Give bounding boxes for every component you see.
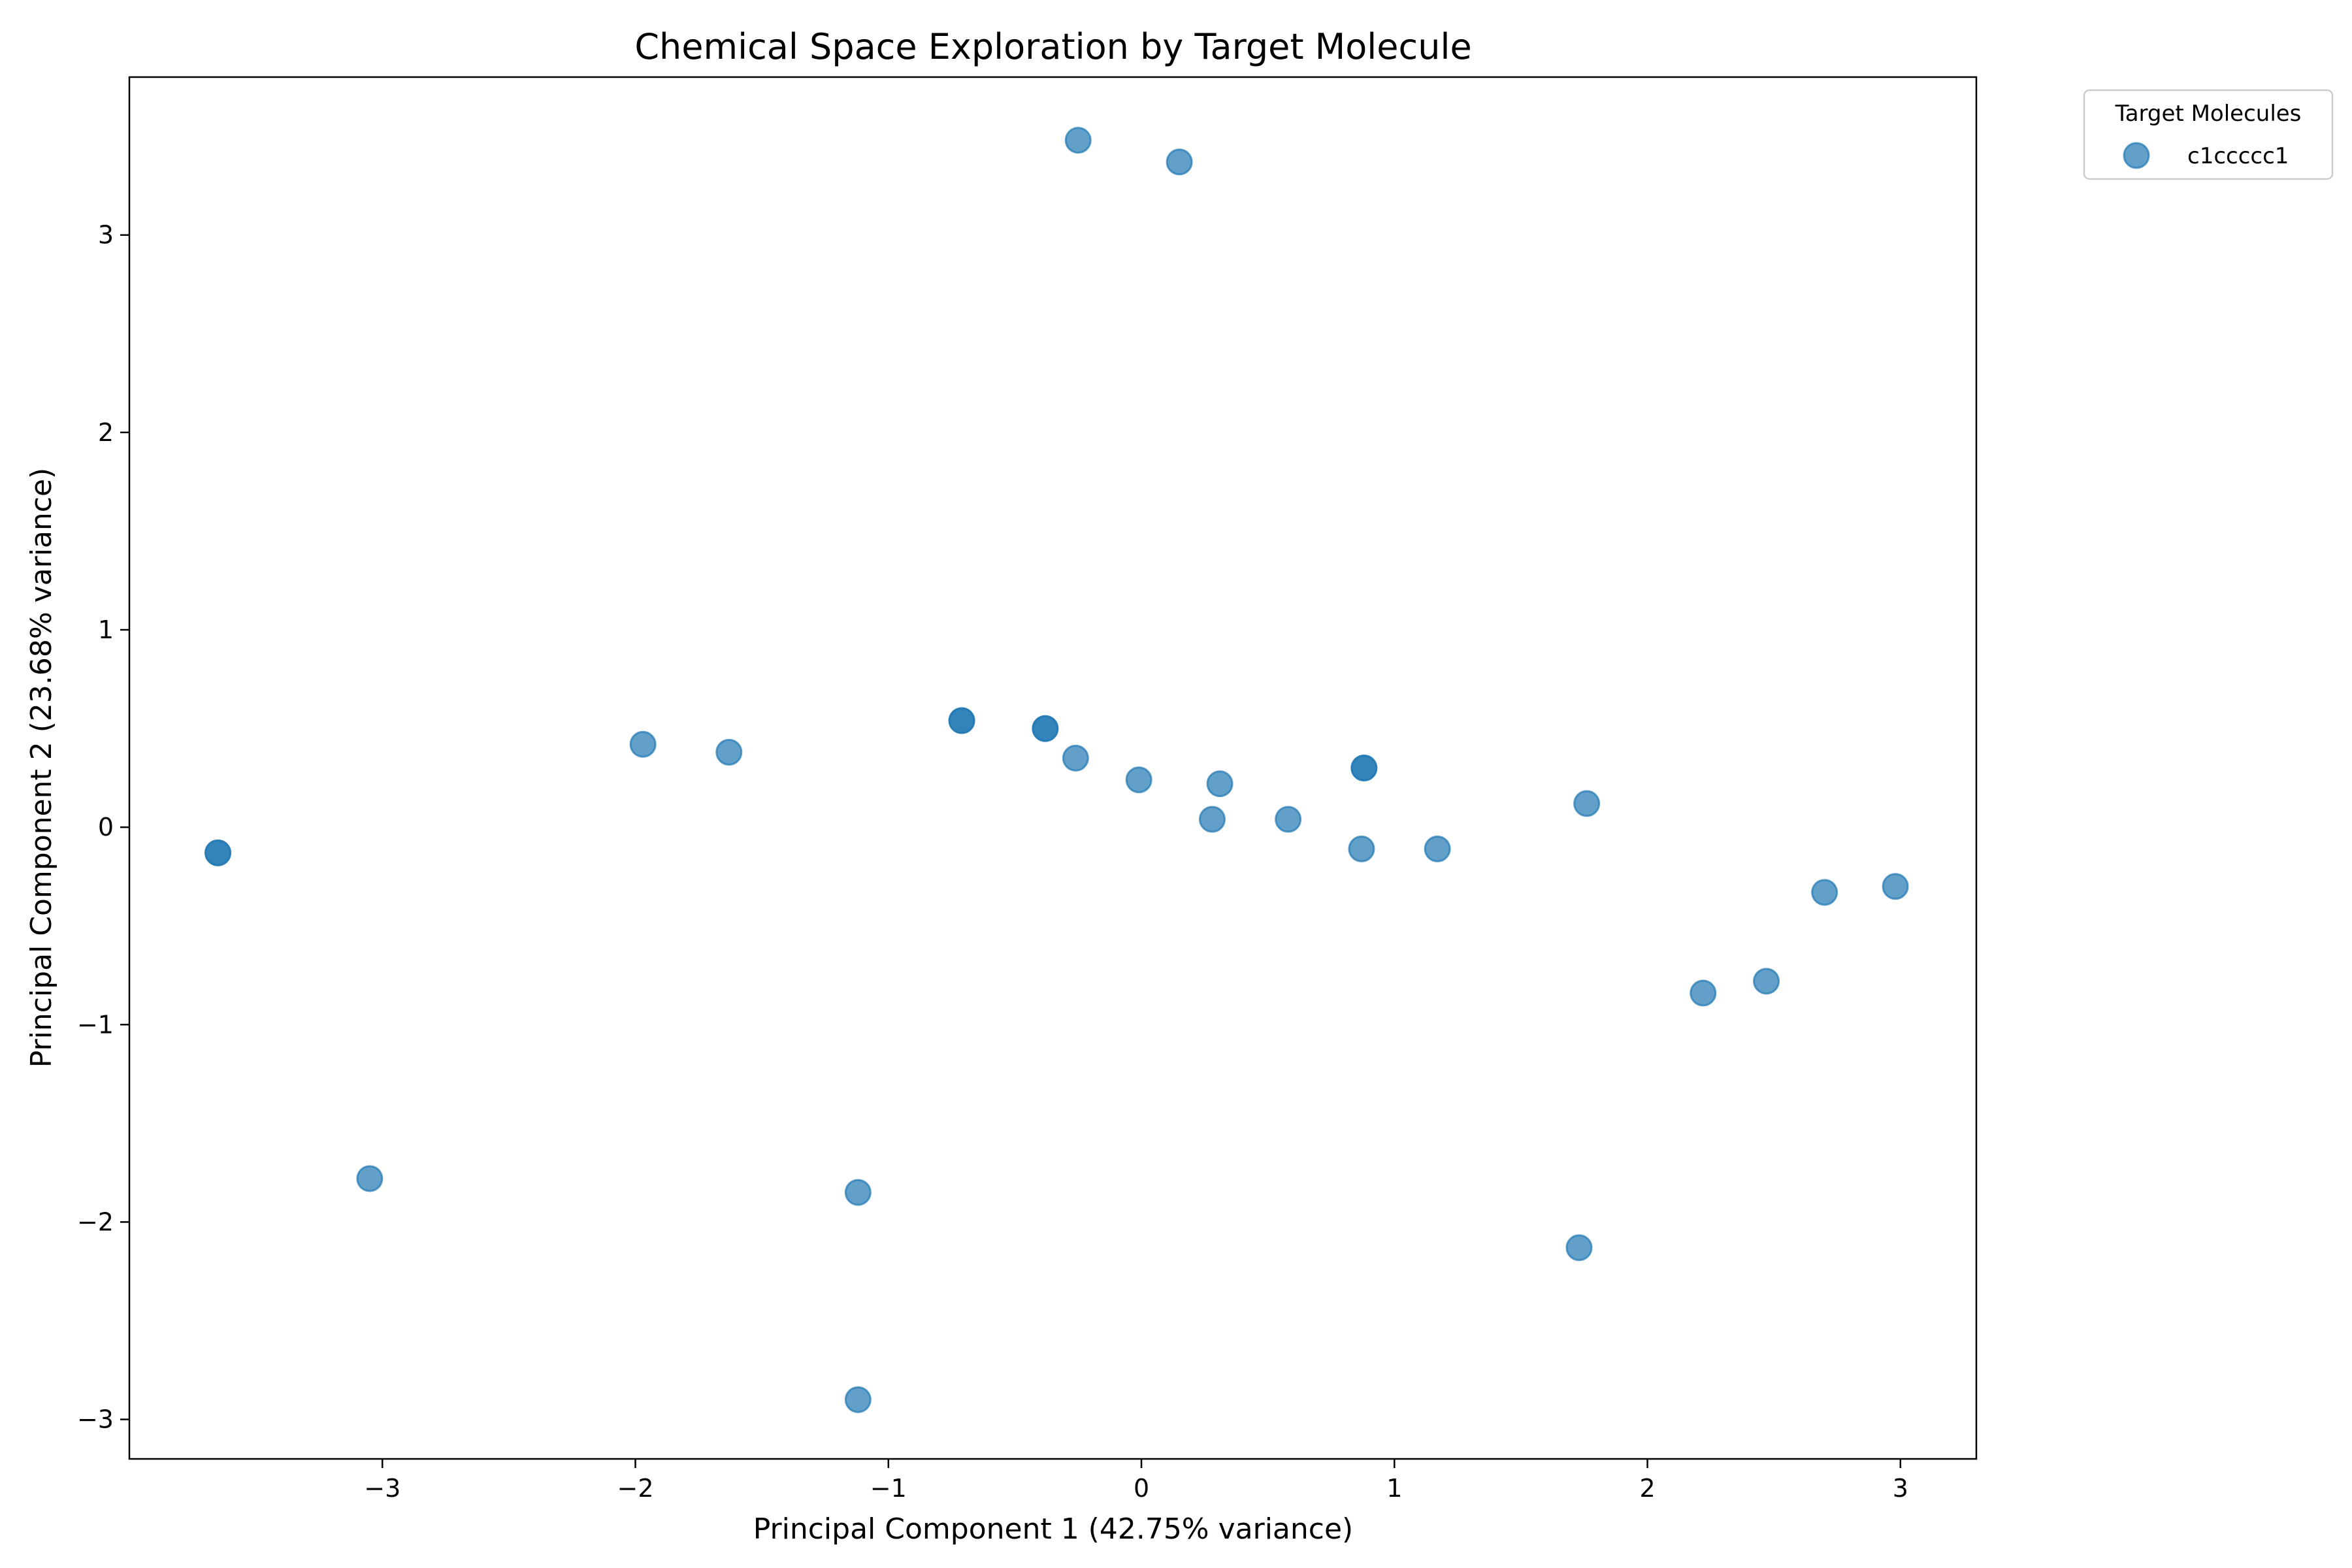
y-tick-label: 1 [98,615,114,644]
y-tick-label: −3 [77,1405,114,1434]
x-tick-label: −1 [870,1474,907,1503]
y-axis-label: Principal Component 2 (23.68% variance) [25,468,58,1068]
data-point [1350,755,1378,781]
legend-label: c1ccccc1 [2187,143,2289,169]
chart-title: Chemical Space Exploration by Target Mol… [634,26,1471,67]
data-point [948,707,975,734]
x-tick-label: 3 [1893,1474,1908,1503]
data-point [715,738,743,766]
data-point [1424,835,1451,862]
data-point [1032,715,1059,742]
x-tick-label: −2 [617,1474,654,1503]
data-point [1125,766,1152,794]
y-tick-label: 0 [98,813,114,841]
data-point [1198,806,1226,833]
data-point [844,1179,872,1206]
y-tick-label: −2 [77,1207,114,1236]
plot-frame [128,76,1978,1460]
x-axis-label: Principal Component 1 (42.75% variance) [753,1512,1353,1546]
x-tick-label: 0 [1134,1474,1149,1503]
data-point [1690,979,1717,1007]
x-tick-label: 2 [1639,1474,1655,1503]
x-tick-label: 1 [1386,1474,1402,1503]
y-tick-label: −1 [77,1010,114,1039]
legend-marker [2123,142,2150,169]
data-point [356,1165,384,1192]
data-point [1565,1234,1593,1262]
y-axis: −3 −2 −1 0 1 2 3 [77,221,129,1434]
data-point [1811,879,1838,906]
data-point [1064,127,1092,154]
data-point [1206,770,1233,798]
x-axis: −3 −2 −1 0 1 2 3 [364,1459,1908,1503]
data-point [629,730,657,758]
data-point [1753,968,1780,995]
data-points [204,127,1909,1413]
data-point [1882,873,1909,900]
data-point [1573,790,1601,817]
data-point [1348,835,1375,862]
data-point [844,1386,872,1413]
legend-title: Target Molecules [2115,101,2302,127]
data-point [1062,744,1089,772]
legend: Target Molecules c1ccccc1 [2083,89,2334,180]
data-point [1275,806,1302,833]
y-tick-label: 2 [98,418,114,447]
data-point [1166,148,1193,176]
x-tick-label: −3 [364,1474,400,1503]
data-point [204,839,232,866]
y-tick-label: 3 [98,221,114,250]
